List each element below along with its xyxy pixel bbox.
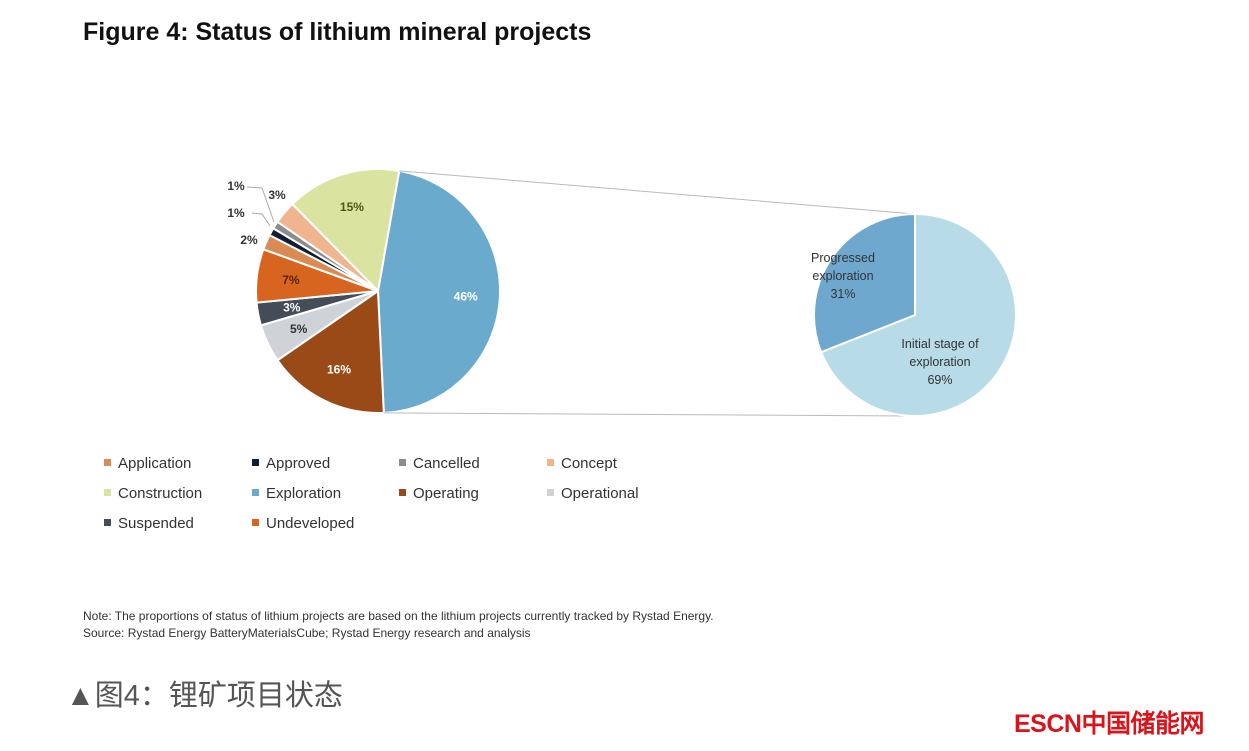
data-label: 1%: [227, 179, 245, 193]
data-label: 2%: [240, 233, 258, 247]
legend-swatch: [252, 458, 259, 466]
breakdown-slice: [819, 212, 1017, 417]
breakdown-label: Initial stage of: [901, 337, 979, 351]
legend-item-suspended: Suspended: [104, 515, 194, 532]
legend-item-concept: Concept: [547, 455, 617, 472]
legend-swatch: [252, 518, 259, 526]
legend-item-construction: Construction: [104, 485, 202, 502]
site-logo: ESCN中国储能网: [1014, 710, 1204, 738]
data-label: 15%: [340, 200, 364, 214]
legend-swatch: [399, 488, 406, 496]
pie-slice-construction: [291, 168, 401, 294]
legend-label: Exploration: [266, 485, 342, 502]
legend-swatch: [252, 488, 259, 496]
connector-line: [399, 170, 916, 215]
data-label: 7%: [282, 273, 300, 287]
source-text: Source: Rystad Energy BatteryMaterialsCu…: [83, 626, 531, 640]
data-label: 3%: [283, 301, 301, 315]
legend-label: Concept: [561, 455, 617, 472]
legend-item-undeveloped: Undeveloped: [252, 515, 354, 532]
legend-label: Application: [118, 455, 192, 472]
legend-label: Construction: [118, 485, 203, 502]
legend-item-exploration: Exploration: [252, 485, 341, 502]
legend-swatch: [104, 518, 111, 526]
legend-swatch: [547, 458, 554, 466]
breakdown-label: exploration: [909, 355, 970, 369]
pie-slice-exploration: [376, 169, 501, 414]
legend-swatch: [547, 488, 554, 496]
leader-line: [246, 186, 275, 223]
legend-label: Cancelled: [413, 455, 480, 472]
figure-caption: ▲图4：锂矿项目状态: [66, 680, 343, 712]
data-label: 1%: [227, 206, 245, 220]
legend-label: Suspended: [118, 515, 194, 532]
pie-slice-operating: [276, 289, 385, 414]
legend-item-application: Application: [104, 455, 191, 472]
breakdown-label: exploration: [812, 269, 873, 283]
legend-label: Approved: [266, 455, 331, 472]
breakdown-slice: [813, 212, 916, 354]
legend-item-approved: Approved: [252, 455, 330, 472]
legend-swatch: [104, 488, 111, 496]
legend-swatch: [104, 458, 111, 466]
leader-line: [251, 212, 271, 227]
connector-line: [383, 412, 916, 417]
data-label: 16%: [327, 363, 351, 377]
data-label: 3%: [268, 188, 286, 202]
breakdown-label: 69%: [927, 373, 952, 387]
breakdown-label: 31%: [830, 287, 855, 301]
breakdown-label: Progressed: [811, 251, 875, 265]
pie-chart: 46% 16% 5% 3% 7% 2% 1% 1% 3% 15% Initial stage of e…: [227, 168, 1017, 417]
data-label: 5%: [290, 322, 308, 336]
note-text: Note: The proportions of status of lithi…: [83, 609, 714, 623]
legend-label: Operational: [561, 485, 639, 502]
legend-item-cancelled: Cancelled: [399, 455, 480, 472]
legend-label: Undeveloped: [266, 515, 355, 532]
legend-swatch: [399, 458, 406, 466]
data-label: 46%: [454, 290, 478, 304]
legend-item-operational: Operational: [547, 485, 639, 502]
chart-title: Figure 4: Status of lithium mineral proj…: [83, 18, 592, 46]
legend-label: Operating: [413, 485, 479, 502]
legend-item-operating: Operating: [399, 485, 479, 502]
